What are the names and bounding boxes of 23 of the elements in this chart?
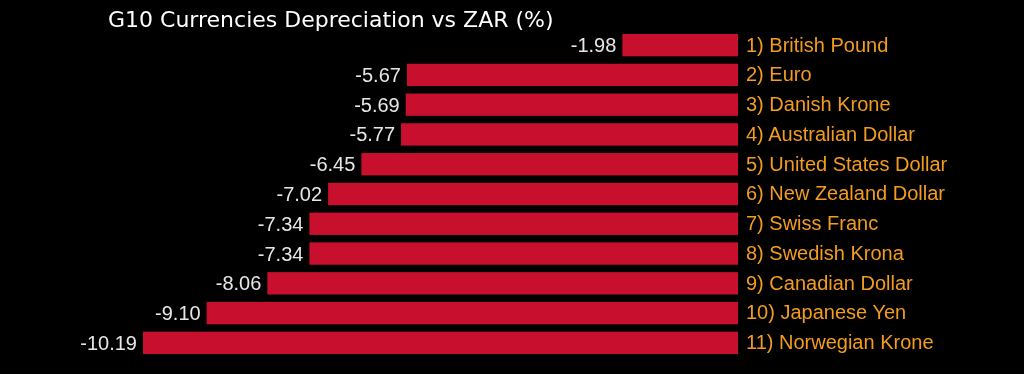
- y-tick-label: 3) Danish Krone: [746, 93, 891, 116]
- data-label: -6.45: [309, 153, 356, 176]
- y-tick-label: 8) Swedish Krona: [746, 241, 905, 264]
- data-label: -8.06: [215, 272, 262, 295]
- data-label: -9.10: [155, 302, 201, 325]
- data-label: -7.34: [257, 242, 304, 265]
- y-tick-label: 6) New Zealand Dollar: [746, 182, 946, 205]
- data-label: -5.69: [354, 93, 400, 116]
- data-label: -5.67: [355, 63, 401, 86]
- chart-title: G10 Currencies Depreciation vs ZAR (%): [108, 7, 554, 32]
- y-tick-label: 10) Japanese Yen: [746, 301, 907, 324]
- y-tick-label: 2) Euro: [746, 63, 812, 86]
- data-label: -7.34: [257, 212, 304, 235]
- data-label: -1.98: [570, 34, 617, 57]
- y-tick-label: 4) Australian Dollar: [746, 122, 916, 145]
- data-label: -7.02: [276, 183, 323, 205]
- data-label: -5.77: [349, 123, 396, 146]
- y-tick-label: 1) British Pound: [746, 33, 889, 56]
- y-tick-label: 9) Canadian Dollar: [746, 271, 914, 294]
- y-tick-label: 11) Norwegian Krone: [746, 331, 934, 354]
- y-tick-label: 7) Swiss Franc: [746, 212, 879, 235]
- data-label: -10.19: [80, 331, 137, 354]
- y-tick-label: 5) United States Dollar: [746, 152, 948, 175]
